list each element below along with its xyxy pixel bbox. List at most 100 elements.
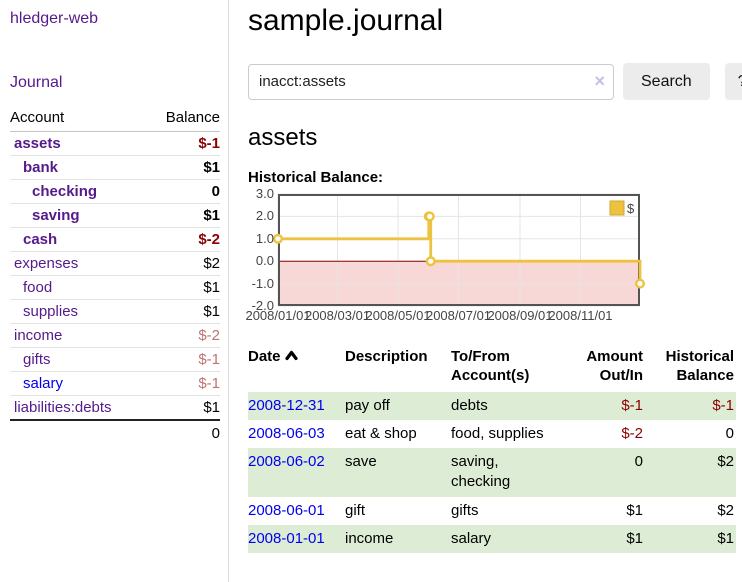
svg-text:$: $ [627,201,635,216]
transaction-balance: $1 [717,529,734,547]
transaction-accounts: debts [451,396,488,414]
account-balance: $2 [203,255,220,272]
search-input[interactable] [248,63,614,100]
transaction-date-link[interactable]: 2008-06-03 [248,424,325,442]
account-row: food $1 [10,275,220,300]
account-balance: $1 [203,303,220,320]
x-axis-tick: 2008/11/01 [548,308,613,323]
account-balance: $1 [203,399,220,416]
accounts-header-balance: Balance [146,106,220,132]
transaction-date-link[interactable]: 2008-01-01 [248,529,325,547]
transaction-amount: $1 [626,501,643,519]
account-row: liabilities:debts $1 [10,395,220,420]
account-balance: $1 [203,159,220,176]
account-balance: $-1 [198,375,220,392]
search-button[interactable]: Search [623,63,710,100]
account-link[interactable]: cash [23,231,58,248]
x-axis-tick: 2008/01/01 [245,308,311,323]
account-link[interactable]: gifts [23,351,51,368]
account-row: salary $-1 [10,371,220,396]
transaction-date-link[interactable]: 2008-06-01 [248,501,325,519]
transaction-balance: $2 [717,501,734,519]
sidebar-item-journal[interactable]: Journal [10,74,63,91]
transaction-row: 2008-06-01 gift gifts $1 $2 [248,497,736,525]
account-balance: $-1 [198,351,220,368]
y-axis-tick: -2.0 [251,298,274,313]
transaction-accounts: saving, checking [451,453,511,491]
y-axis-tick: -1.0 [251,275,274,291]
sidebar: hledger-web Journal Account Balance asse… [0,0,229,582]
y-axis-tick: 0.0 [255,253,274,269]
transaction-row: 2008-06-02 save saving, checking 0 $2 [248,448,736,497]
account-link[interactable]: assets [14,135,61,152]
app-title-link[interactable]: hledger-web [10,10,99,27]
chart-plot-area: $ [273,193,646,307]
account-row: supplies $1 [10,299,220,324]
register-header-balance: Historical Balance [665,348,734,384]
transaction-accounts: salary [451,529,492,547]
register-header-accounts: To/From Account(s) [451,348,530,384]
y-axis-tick: 1.0 [255,230,274,246]
account-row: gifts $-1 [10,347,220,372]
historical-balance-chart: $3.0 2.0 1.0 0.0 -1.0 -2.0 2008/01/01 2008/03/0… [245,186,648,326]
account-link[interactable]: food [23,279,53,296]
transaction-balance: $-1 [712,396,734,414]
account-link[interactable]: income [14,327,63,344]
transaction-description: income [345,529,394,547]
search-form: × Search ? [248,63,742,100]
x-axis-tick: 2008/03/01 [304,308,371,323]
transaction-balance: 0 [725,424,734,442]
x-axis-tick: 2008/07/01 [425,308,492,323]
account-link[interactable]: checking [32,183,98,200]
account-balance: $1 [203,279,220,296]
transaction-description: save [345,453,377,470]
account-balance: 0 [211,183,220,200]
account-balance: $-1 [198,135,220,152]
transaction-accounts: food, supplies [451,424,544,442]
register-table: Date Description To/From Account(s) Amou… [248,346,736,553]
main-content: sample.journal × Search ? assets Histori… [229,0,742,582]
transaction-row: 2008-06-03 eat & shop food, supplies $-2… [248,420,736,448]
page-title: sample.journal [248,4,444,37]
account-row: bank $1 [10,155,220,180]
transaction-description: gift [345,501,366,519]
x-axis-tick: 2008/09/01 [487,308,553,323]
account-link[interactable]: saving [32,207,80,224]
chart-title: Historical Balance: [248,169,384,186]
account-link[interactable]: expenses [14,255,79,272]
transaction-balance: $2 [717,453,734,470]
account-link[interactable]: salary [23,375,64,392]
account-row: checking 0 [10,179,220,204]
register-header-date[interactable]: Date [248,346,345,392]
y-axis-tick: 3.0 [255,186,274,201]
account-link[interactable]: bank [23,159,59,176]
x-axis-tick: 2008/05/01 [365,308,431,323]
transaction-row: 2008-01-01 income salary $1 $1 [248,524,736,553]
y-axis-tick: 2.0 [255,208,274,224]
accounts-header-account: Account [10,106,147,132]
transaction-date-link[interactable]: 2008-12-31 [248,396,325,414]
account-balance: $1 [203,207,220,224]
transaction-row: 2008-12-31 pay off debts $-1 $-1 [248,391,736,420]
account-link[interactable]: liabilities:debts [14,399,112,416]
accounts-table: Account Balance assets $-1 bank $1 check… [10,106,220,446]
account-row: saving $1 [10,203,220,228]
transaction-accounts: gifts [451,501,479,519]
accounts-total: 0 [146,419,220,446]
account-heading: assets [248,124,318,151]
account-row: expenses $2 [10,251,220,276]
register-header-amount: Amount Out/In [586,348,643,384]
account-balance: $-2 [198,327,220,344]
transaction-amount: $-1 [621,396,643,414]
transaction-description: pay off [345,396,390,414]
account-row: cash $-2 [10,227,220,252]
transaction-description: eat & shop [345,424,417,442]
transaction-amount: 0 [634,453,643,470]
account-balance: $-2 [198,231,220,248]
clear-search-icon[interactable]: × [594,70,605,91]
help-button[interactable]: ? [724,63,742,100]
account-row: income $-2 [10,323,220,348]
transaction-amount: $1 [626,529,643,547]
transaction-date-link[interactable]: 2008-06-02 [248,453,325,470]
account-link[interactable]: supplies [23,303,79,320]
